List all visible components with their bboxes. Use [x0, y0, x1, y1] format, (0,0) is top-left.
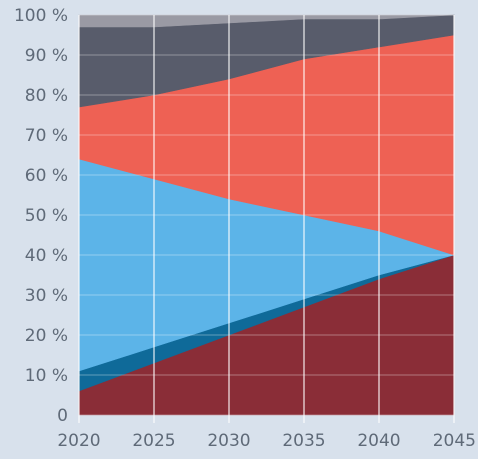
y-tick-label: 20 %	[25, 326, 68, 346]
grid-lines	[78, 14, 455, 423]
x-tick-label: 2035	[282, 431, 325, 451]
y-tick-label: 0	[57, 406, 68, 426]
x-tick-label: 2025	[132, 431, 175, 451]
y-tick-label: 80 %	[25, 86, 68, 106]
y-tick-label: 60 %	[25, 166, 68, 186]
y-tick-label: 30 %	[25, 286, 68, 306]
y-tick-label: 100 %	[14, 6, 68, 26]
y-tick-label: 40 %	[25, 246, 68, 266]
y-tick-label: 70 %	[25, 126, 68, 146]
y-tick-label: 50 %	[25, 206, 68, 226]
x-tick-label: 2020	[57, 431, 100, 451]
y-tick-label: 90 %	[25, 46, 68, 66]
y-tick-label: 10 %	[25, 366, 68, 386]
y-axis-tick-labels: 0 10 % 20 % 30 % 40 % 50 % 60 % 70 % 80 % 90 % 100…	[14, 6, 68, 426]
x-tick-label: 2045	[433, 431, 476, 451]
area-series-6	[78, 14, 455, 28]
x-tick-label: 2040	[357, 431, 400, 451]
x-tick-label: 2030	[207, 431, 250, 451]
x-axis-tick-labels: 2020 2025 2030 2035 2040 2045	[57, 431, 476, 451]
area-series-group	[78, 14, 456, 416]
